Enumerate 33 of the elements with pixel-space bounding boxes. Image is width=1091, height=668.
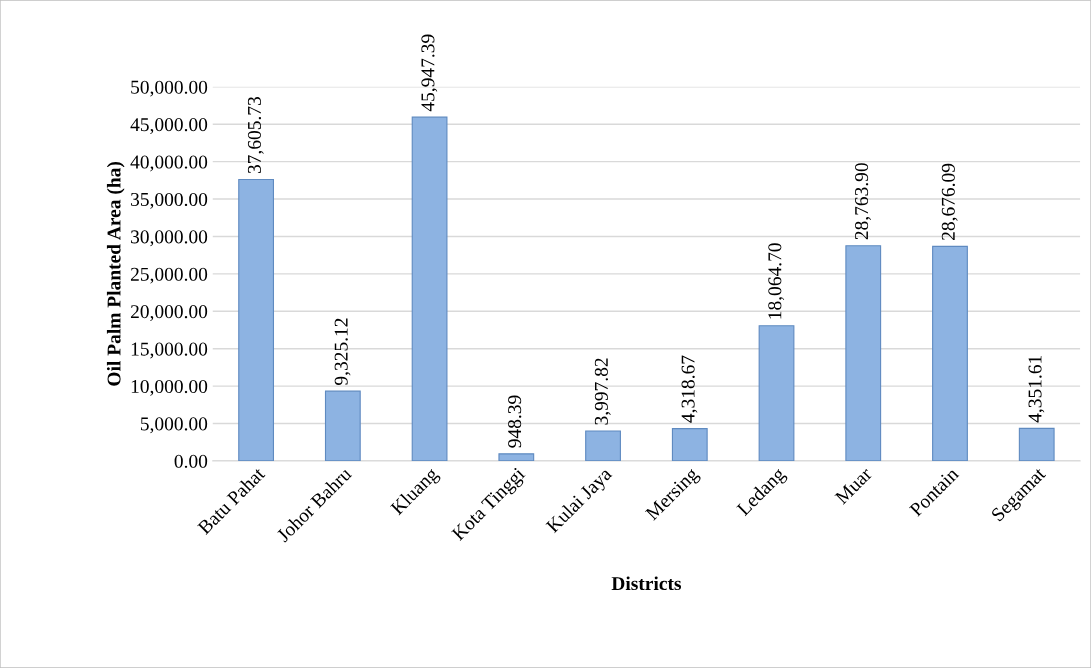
data-label: 948.39 xyxy=(508,395,522,448)
data-label: 28,676.09 xyxy=(941,163,958,240)
data-label: 45,947.39 xyxy=(421,34,438,112)
y-tick-label: 45,000.00 xyxy=(130,118,208,134)
y-tick-label: 0.00 xyxy=(174,454,208,468)
bar xyxy=(932,245,968,461)
bar xyxy=(671,428,708,461)
bar xyxy=(238,179,275,461)
bar xyxy=(845,245,882,461)
y-tick-label: 50,000.00 xyxy=(131,80,208,97)
data-label: 4,318.67 xyxy=(681,355,698,423)
bar xyxy=(324,390,361,461)
bar xyxy=(758,325,795,461)
data-label: 37,605.73 xyxy=(247,97,264,174)
y-tick-label: 20,000.00 xyxy=(130,305,208,322)
x-axis-title: Districts xyxy=(611,576,682,591)
y-tick-label: 10,000.00 xyxy=(131,379,208,396)
y-tick-label: 30,000.00 xyxy=(131,230,208,247)
data-label: 18,064.70 xyxy=(768,243,785,319)
data-label: 4,351.61 xyxy=(1028,355,1045,423)
y-tick-label: 35,000.00 xyxy=(131,192,208,209)
bar xyxy=(585,430,621,461)
y-axis-title: Oil Palm Planted Area (ha) xyxy=(106,162,125,386)
data-label: 9,325.12 xyxy=(334,318,351,385)
bar xyxy=(411,116,448,461)
data-label: 3,997.82 xyxy=(594,358,611,425)
y-tick-label: 40,000.00 xyxy=(130,155,208,172)
bar xyxy=(498,453,535,461)
data-label: 28,763.90 xyxy=(855,163,871,240)
y-tick-label: 25,000.00 xyxy=(130,267,208,284)
y-tick-label: 5,000.00 xyxy=(140,417,208,434)
y-tick-label: 15,000.00 xyxy=(131,342,208,359)
bar xyxy=(1018,427,1055,461)
